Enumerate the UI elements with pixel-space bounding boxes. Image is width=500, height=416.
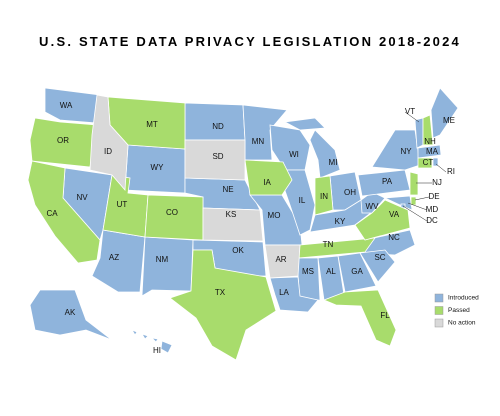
state-label: NE: [222, 185, 233, 194]
state: [371, 129, 421, 171]
state-label: SC: [374, 253, 385, 262]
state-label: NM: [156, 255, 169, 264]
state-label: KS: [226, 210, 237, 219]
state: [359, 249, 396, 283]
state-label: KY: [335, 217, 346, 226]
state-label: AR: [275, 255, 286, 264]
state: [337, 252, 377, 293]
state-label: CA: [46, 209, 58, 218]
state-label: CO: [166, 208, 178, 217]
state: [44, 87, 101, 124]
state-label: MO: [268, 211, 281, 220]
state: [297, 257, 321, 303]
state-label: MD: [426, 205, 439, 214]
state-label: DC: [426, 216, 438, 225]
state: [422, 114, 434, 146]
legend-label: Introduced: [448, 295, 479, 302]
state: [144, 194, 204, 241]
legend-label: Passed: [448, 307, 470, 314]
state-label: ME: [443, 116, 455, 125]
state-label: ND: [212, 122, 224, 131]
state: [417, 157, 433, 169]
map-title: U.S. STATE DATA PRIVACY LEGISLATION 2018…: [39, 34, 461, 49]
state-label: MN: [252, 137, 265, 146]
state-label: NH: [424, 137, 436, 146]
state-label: VA: [389, 210, 400, 219]
state: [184, 139, 246, 181]
leader-line: [402, 205, 428, 222]
state-label: MI: [329, 158, 338, 167]
state-label: WV: [366, 202, 380, 211]
state-label: VT: [405, 107, 415, 116]
state: [432, 157, 439, 167]
legend-swatch: [434, 306, 444, 315]
state-label: MS: [302, 267, 314, 276]
state: [409, 171, 419, 196]
state-label: AK: [65, 308, 76, 317]
state-label: UT: [117, 200, 128, 209]
state: [27, 160, 101, 264]
state-label: WI: [289, 150, 299, 159]
state-label: AZ: [109, 253, 119, 262]
state: [131, 329, 173, 354]
state: [417, 144, 442, 159]
leader-line: [435, 163, 447, 173]
state-label: PA: [382, 177, 393, 186]
state: [89, 94, 129, 191]
leader-line: [414, 196, 430, 201]
state: [269, 276, 319, 313]
state-label: MA: [426, 147, 439, 156]
state-label: TX: [215, 288, 226, 297]
legend-swatch: [434, 293, 444, 303]
state-label: OK: [232, 246, 244, 255]
leader-line: [407, 202, 428, 211]
state-label: HI: [153, 346, 161, 355]
state: [354, 199, 411, 241]
state-label: NC: [388, 233, 400, 242]
state-label: IN: [320, 192, 328, 201]
state-label: IA: [263, 178, 271, 187]
state: [264, 244, 301, 279]
state-label: CT: [423, 158, 434, 167]
state-label: WY: [151, 163, 165, 172]
state-label: FL: [380, 311, 390, 320]
state: [410, 196, 417, 206]
state: [141, 236, 194, 297]
states: [27, 87, 459, 361]
state: [29, 289, 113, 341]
legend-swatch: [434, 318, 444, 328]
state-label: TN: [323, 240, 334, 249]
state: [314, 175, 334, 216]
legend: Introduced Passed No action: [434, 293, 479, 328]
state-label: NJ: [432, 178, 442, 187]
state-label: RI: [447, 167, 455, 176]
state-label: DE: [428, 192, 439, 201]
state: [202, 207, 264, 242]
legend-label: No action: [448, 320, 476, 327]
state-label: NY: [400, 147, 412, 156]
state-label: NV: [76, 193, 88, 202]
state-label: OH: [344, 188, 356, 197]
state-label: WA: [60, 101, 73, 110]
state-label: GA: [351, 267, 363, 276]
leader-line: [404, 111, 420, 123]
state-label: SD: [212, 152, 223, 161]
state-label: AL: [326, 267, 336, 276]
state-label: MT: [146, 120, 158, 129]
state: [169, 249, 277, 361]
state-label: IL: [299, 196, 306, 205]
state: [430, 87, 459, 139]
state-label: ID: [104, 147, 112, 156]
state-label: LA: [279, 288, 289, 297]
state-label: OR: [57, 136, 69, 145]
state: [322, 289, 397, 347]
state-labels: WA NV AZ NM WY ND MN WI MI NE OK MO IL OH KY WV PA NY VT ME…: [46, 101, 455, 355]
state: [244, 159, 293, 196]
